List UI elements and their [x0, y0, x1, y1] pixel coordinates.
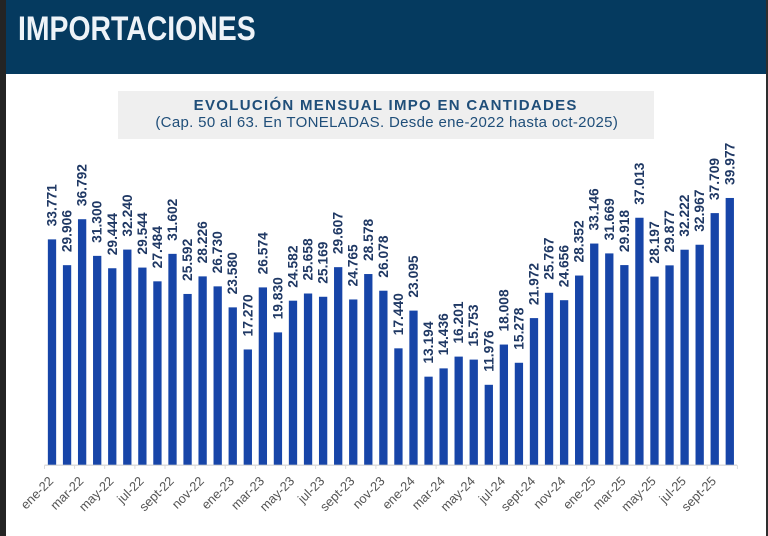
svg-text:32.967: 32.967: [692, 189, 707, 232]
svg-text:28.197: 28.197: [647, 221, 662, 264]
svg-text:29.918: 29.918: [617, 210, 632, 253]
svg-text:39.977: 39.977: [722, 142, 737, 185]
svg-text:25.767: 25.767: [542, 237, 557, 280]
svg-text:29.906: 29.906: [60, 210, 75, 253]
svg-text:29.607: 29.607: [331, 212, 346, 255]
svg-text:36.792: 36.792: [75, 164, 90, 207]
svg-text:15.753: 15.753: [466, 304, 481, 347]
svg-text:24.765: 24.765: [346, 244, 361, 287]
svg-text:23.095: 23.095: [406, 255, 421, 298]
svg-text:17.270: 17.270: [240, 294, 255, 337]
svg-text:27.484: 27.484: [150, 226, 165, 269]
svg-text:16.201: 16.201: [451, 301, 466, 344]
svg-text:24.656: 24.656: [557, 245, 572, 288]
svg-text:32.222: 32.222: [677, 194, 692, 237]
svg-text:nov-24: nov-24: [530, 473, 568, 511]
svg-text:17.440: 17.440: [391, 293, 406, 336]
svg-text:23.580: 23.580: [225, 252, 240, 295]
svg-text:25.169: 25.169: [316, 241, 331, 284]
svg-text:24.582: 24.582: [285, 245, 300, 288]
svg-text:11.976: 11.976: [481, 330, 496, 372]
svg-text:32.240: 32.240: [120, 194, 135, 237]
svg-text:26.730: 26.730: [210, 231, 225, 274]
svg-text:15.278: 15.278: [511, 307, 526, 350]
svg-text:25.592: 25.592: [180, 238, 195, 281]
svg-text:19.830: 19.830: [270, 277, 285, 320]
svg-text:29.877: 29.877: [662, 210, 677, 253]
svg-text:26.078: 26.078: [376, 235, 391, 278]
svg-text:14.436: 14.436: [436, 313, 451, 356]
svg-text:37.709: 37.709: [707, 158, 722, 201]
svg-text:13.194: 13.194: [421, 321, 436, 364]
svg-text:37.013: 37.013: [632, 162, 647, 205]
svg-text:29.444: 29.444: [105, 213, 120, 256]
svg-text:31.602: 31.602: [165, 198, 180, 241]
svg-text:31.669: 31.669: [602, 198, 617, 241]
svg-text:28.226: 28.226: [195, 221, 210, 264]
svg-text:nov-23: nov-23: [349, 473, 387, 511]
svg-text:28.578: 28.578: [361, 219, 376, 262]
svg-text:18.008: 18.008: [496, 289, 511, 332]
svg-text:29.544: 29.544: [135, 212, 150, 255]
svg-text:21.972: 21.972: [526, 263, 541, 306]
svg-text:31.300: 31.300: [90, 200, 105, 243]
svg-text:26.574: 26.574: [255, 232, 270, 275]
svg-text:33.146: 33.146: [587, 188, 602, 231]
svg-text:25.658: 25.658: [301, 238, 316, 281]
svg-text:nov-22: nov-22: [169, 473, 207, 511]
svg-text:33.771: 33.771: [45, 184, 60, 227]
svg-text:28.352: 28.352: [572, 220, 587, 263]
